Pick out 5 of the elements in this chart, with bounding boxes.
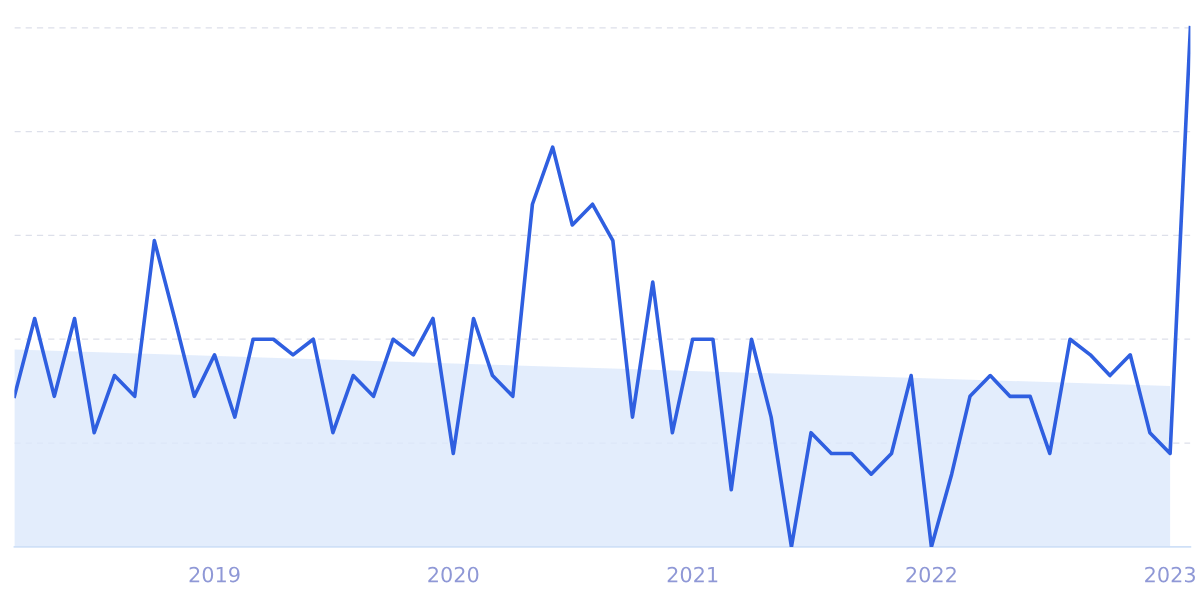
x-tick-label: 2020: [428, 566, 479, 583]
x-tick-label: 2021: [667, 566, 718, 583]
x-tick-label: 2019: [189, 566, 240, 583]
x-tick-label: 2022: [906, 566, 956, 583]
x-tick-label: 2023: [1145, 566, 1195, 583]
